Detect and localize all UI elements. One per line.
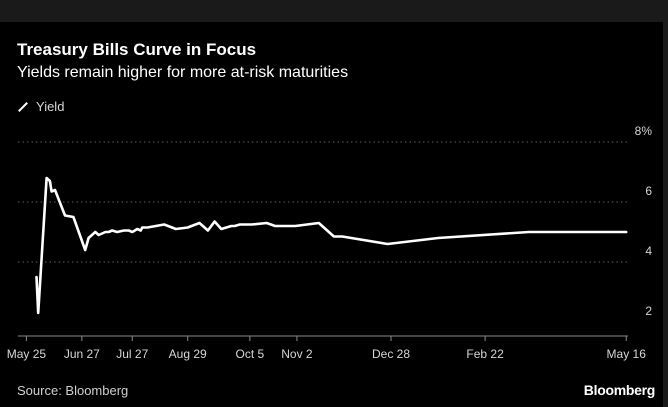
x-tick-label: Oct 5 <box>236 347 265 361</box>
y-tick-label: 4 <box>645 244 652 258</box>
y-tick-label: 2 <box>645 304 652 318</box>
chart-legend: Yield <box>17 99 64 114</box>
chart-title: Treasury Bills Curve in Focus <box>17 40 257 59</box>
x-tick-label: Jul 27 <box>116 347 148 361</box>
legend-label: Yield <box>36 99 65 114</box>
brand-logo-text: Bloomberg <box>583 382 656 398</box>
x-tick-label: Nov 2 <box>281 347 313 361</box>
series-line-yield <box>35 176 628 315</box>
chart-panel: Treasury Bills Curve in Focus Yields rem… <box>0 22 663 407</box>
x-tick-label: May 16 <box>607 347 647 361</box>
x-tick-label: Jun 27 <box>64 347 100 361</box>
x-tick-label: Aug 29 <box>169 347 207 361</box>
source-note: Source: Bloomberg <box>17 383 129 398</box>
x-tick-label: May 25 <box>7 347 47 361</box>
x-tick-label: Feb 22 <box>466 347 504 361</box>
y-tick-label: 8% <box>635 124 653 138</box>
y-tick-label: 6 <box>645 184 652 198</box>
x-tick-label: Dec 28 <box>372 347 410 361</box>
chart-subtitle: Yields remain higher for more at-risk ma… <box>17 64 349 81</box>
